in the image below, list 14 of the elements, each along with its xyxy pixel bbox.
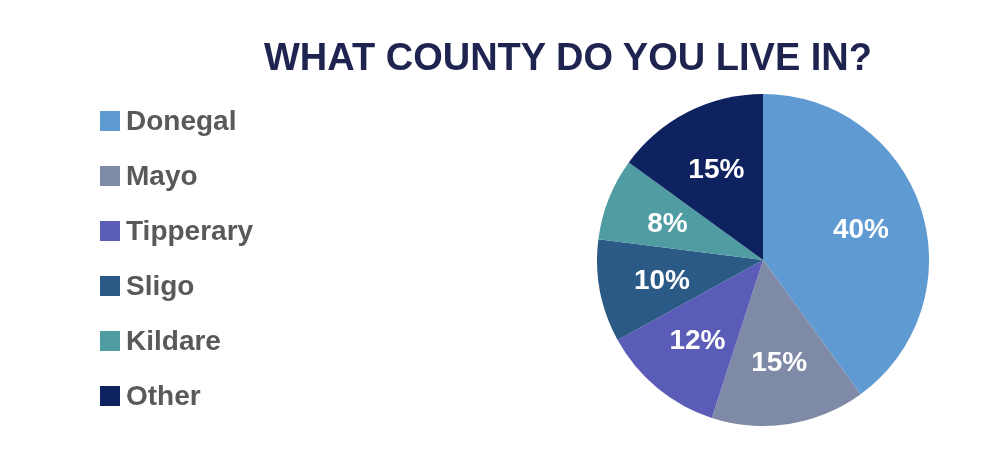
legend-label: Sligo [126, 269, 195, 302]
data-label: 12% [669, 323, 726, 355]
chart-title: WHAT COUNTY DO YOU LIVE IN? [263, 36, 873, 79]
data-label: 8% [647, 206, 688, 238]
legend-label: Mayo [126, 159, 198, 192]
legend-label: Donegal [126, 104, 237, 137]
data-label: 40% [832, 212, 890, 244]
legend-label: Other [126, 379, 201, 412]
data-label: 15% [751, 346, 808, 378]
legend-label: Kildare [126, 324, 221, 357]
pie-slice [628, 94, 764, 260]
legend-label: Tipperary [126, 214, 254, 247]
data-label: 10% [633, 263, 691, 295]
data-label: 15% [688, 152, 745, 184]
